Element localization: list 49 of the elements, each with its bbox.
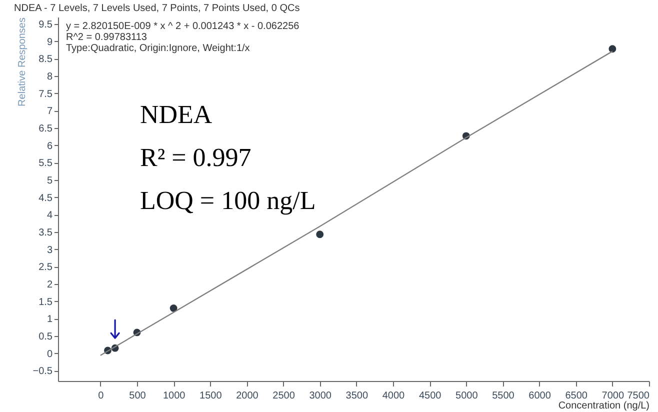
y-axis-title: Relative Responses <box>16 18 28 106</box>
y-tick-label: 8.5 <box>38 54 53 66</box>
x-axis-title: Concentration (ng/L) <box>558 400 650 412</box>
y-tick-label: 9.5 <box>38 19 53 30</box>
point <box>316 230 324 238</box>
x-tick-label: 3500 <box>346 390 368 402</box>
x-tick-label: 7500 <box>627 390 650 402</box>
annotation: LOQ = 100 ng/L <box>140 186 316 215</box>
chart-title: NDEA - 7 Levels, 7 Levels Used, 7 Points, 7 Points Used, 0 QCs <box>14 3 300 14</box>
point <box>170 304 178 312</box>
annotation: Type:Quadratic, Origin:Ignore, Weight:1/x <box>66 43 250 54</box>
annotation: NDEA <box>140 100 212 129</box>
x-tick-label: 6000 <box>528 390 552 402</box>
x-tick-label: 7000 <box>602 390 624 402</box>
y-tick-label: 2 <box>46 279 53 290</box>
y-tick-label: 7.5 <box>38 88 53 100</box>
x-tick-label: 6500 <box>565 390 588 402</box>
annotation: R² = 0.997 <box>140 143 252 172</box>
y-tick-label: 1.5 <box>38 296 53 308</box>
y-tick-label: 3 <box>46 244 53 256</box>
x-tick-label: 500 <box>129 390 146 402</box>
x-tick-label: 4000 <box>382 390 406 402</box>
y-tick-label: 8 <box>46 71 53 82</box>
x-tick-label: 3000 <box>309 390 332 402</box>
y-tick-label: 2.5 <box>38 262 53 274</box>
x-tick-label: 4500 <box>418 390 442 402</box>
y-tick-label: 6 <box>46 140 53 152</box>
annotation: y = 2.820150E-009 * x ^ 2 + 0.001243 * x - 0.062256 <box>66 21 300 32</box>
x-tick-label: 5000 <box>456 390 478 402</box>
point <box>608 45 616 53</box>
x-tick-label: 1000 <box>162 390 186 402</box>
y-tick-label: 3.5 <box>38 227 53 238</box>
y-tick-label: 0 <box>46 348 53 360</box>
y-tick-label: 1 <box>46 314 53 326</box>
y-tick-label: 6.5 <box>38 123 53 134</box>
y-tick-label: 7 <box>46 106 53 118</box>
y-tick-label: 5.5 <box>38 158 53 170</box>
annotation: R^2 = 0.99783113 <box>66 32 148 43</box>
y-tick-label: 4 <box>46 210 53 222</box>
y-tick-label: 0.5 <box>38 331 53 342</box>
x-tick-label: 2000 <box>236 390 259 402</box>
x-tick-label: 1500 <box>200 390 222 402</box>
y-tick-label: 9 <box>46 36 53 48</box>
x-tick-label: 5500 <box>492 390 515 402</box>
x-tick-label: 0 <box>98 390 104 402</box>
y-tick-label: 5 <box>46 175 53 186</box>
y-tick-label: 4.5 <box>38 192 53 204</box>
x-tick-label: 2500 <box>272 390 296 402</box>
y-tick-label: −0.5 <box>32 366 53 378</box>
